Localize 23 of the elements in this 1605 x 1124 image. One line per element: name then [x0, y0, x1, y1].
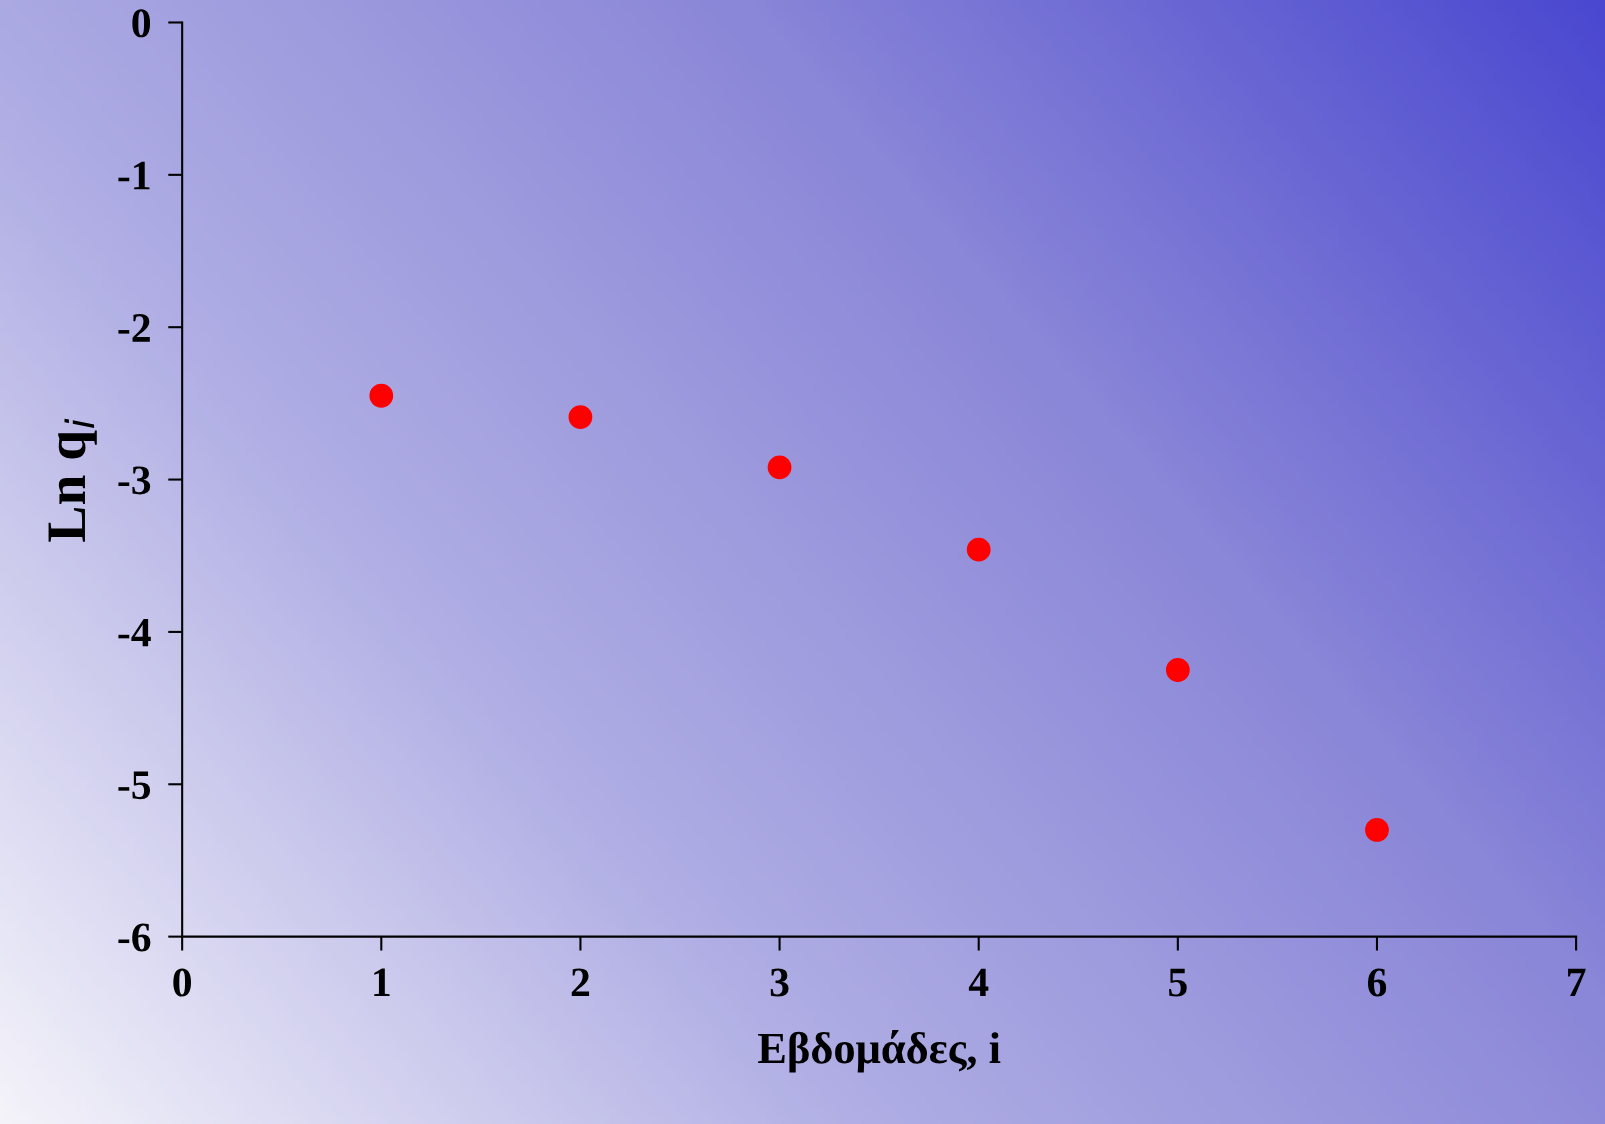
x-axis-title: Εβδομάδες, i: [758, 1029, 1001, 1073]
point: [1365, 818, 1389, 842]
point: [568, 405, 593, 429]
x-tick-label: 5: [1169, 968, 1187, 997]
y-tick-label: -6: [118, 923, 151, 952]
y-tick-label: -1: [118, 161, 150, 190]
y-tick-label: -3: [118, 466, 151, 495]
x-tick-label: 2: [571, 968, 590, 997]
x-tick-label: 3: [770, 968, 789, 997]
y-tick-label: -4: [118, 618, 151, 647]
point: [369, 383, 394, 408]
y-tick-label: -5: [118, 771, 151, 800]
point: [767, 455, 792, 480]
point: [966, 537, 991, 562]
x-tick-label: 7: [1568, 968, 1586, 997]
x-tick-label: 0: [173, 968, 191, 997]
point: [1165, 658, 1190, 682]
x-tick-label: 6: [1367, 968, 1387, 997]
x-tick-label: 4: [968, 968, 989, 997]
y-tick-label: 0: [132, 9, 151, 38]
y-axis-title: Ln q$_{i}$: [48, 418, 97, 542]
x-tick-label: 1: [374, 968, 390, 997]
y-tick-label: -2: [118, 314, 150, 342]
